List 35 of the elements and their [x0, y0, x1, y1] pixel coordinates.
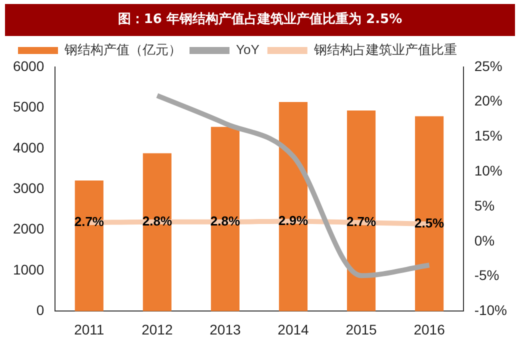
chart-title: 图：16 年钢结构产值占建筑业产值比重为 2.5% [5, 4, 515, 36]
legend-label: 钢结构产值（亿元） [64, 42, 182, 58]
y-tick-label: 3000 [12, 180, 44, 196]
y-tick-label: 6000 [12, 58, 44, 74]
data-label: 2.9% [278, 212, 308, 228]
y2-tick-label: 5% [474, 197, 495, 214]
y-tick-label: 2000 [12, 220, 44, 237]
x-tick-label: 2011 [74, 321, 104, 338]
x-tick-label: 2015 [346, 321, 378, 338]
y2-tick-label: 0% [474, 232, 495, 248]
bar [210, 126, 240, 312]
y2-tick-label: 20% [474, 92, 502, 109]
x-tick-label: 2014 [278, 321, 310, 338]
bar [415, 116, 444, 312]
y2-tick-label: 15% [474, 128, 502, 144]
y-tick-label: 1000 [12, 261, 44, 278]
y2-tick-label: -5% [474, 267, 500, 284]
y2-tick-label: 25% [474, 58, 502, 74]
y2-tick-label: -10% [474, 302, 508, 318]
x-tick-label: 2012 [142, 321, 173, 338]
y-tick-label: 0 [36, 302, 44, 318]
y-tick-label: 5000 [12, 98, 44, 115]
data-label: 2.8% [142, 213, 172, 228]
bar [142, 153, 172, 312]
bar [278, 102, 308, 312]
bar [346, 110, 376, 312]
legend-label: 钢结构占建筑业产值比重 [312, 42, 457, 58]
data-label: 2.8% [210, 213, 240, 228]
y2-tick-label: 10% [474, 162, 502, 179]
x-tick-label: 2016 [414, 321, 446, 338]
y-tick-label: 4000 [12, 139, 44, 156]
legend-label: YoY [236, 42, 260, 58]
data-label: 2.7% [346, 214, 377, 230]
x-tick-label: 2013 [210, 321, 241, 338]
bar [74, 180, 104, 312]
